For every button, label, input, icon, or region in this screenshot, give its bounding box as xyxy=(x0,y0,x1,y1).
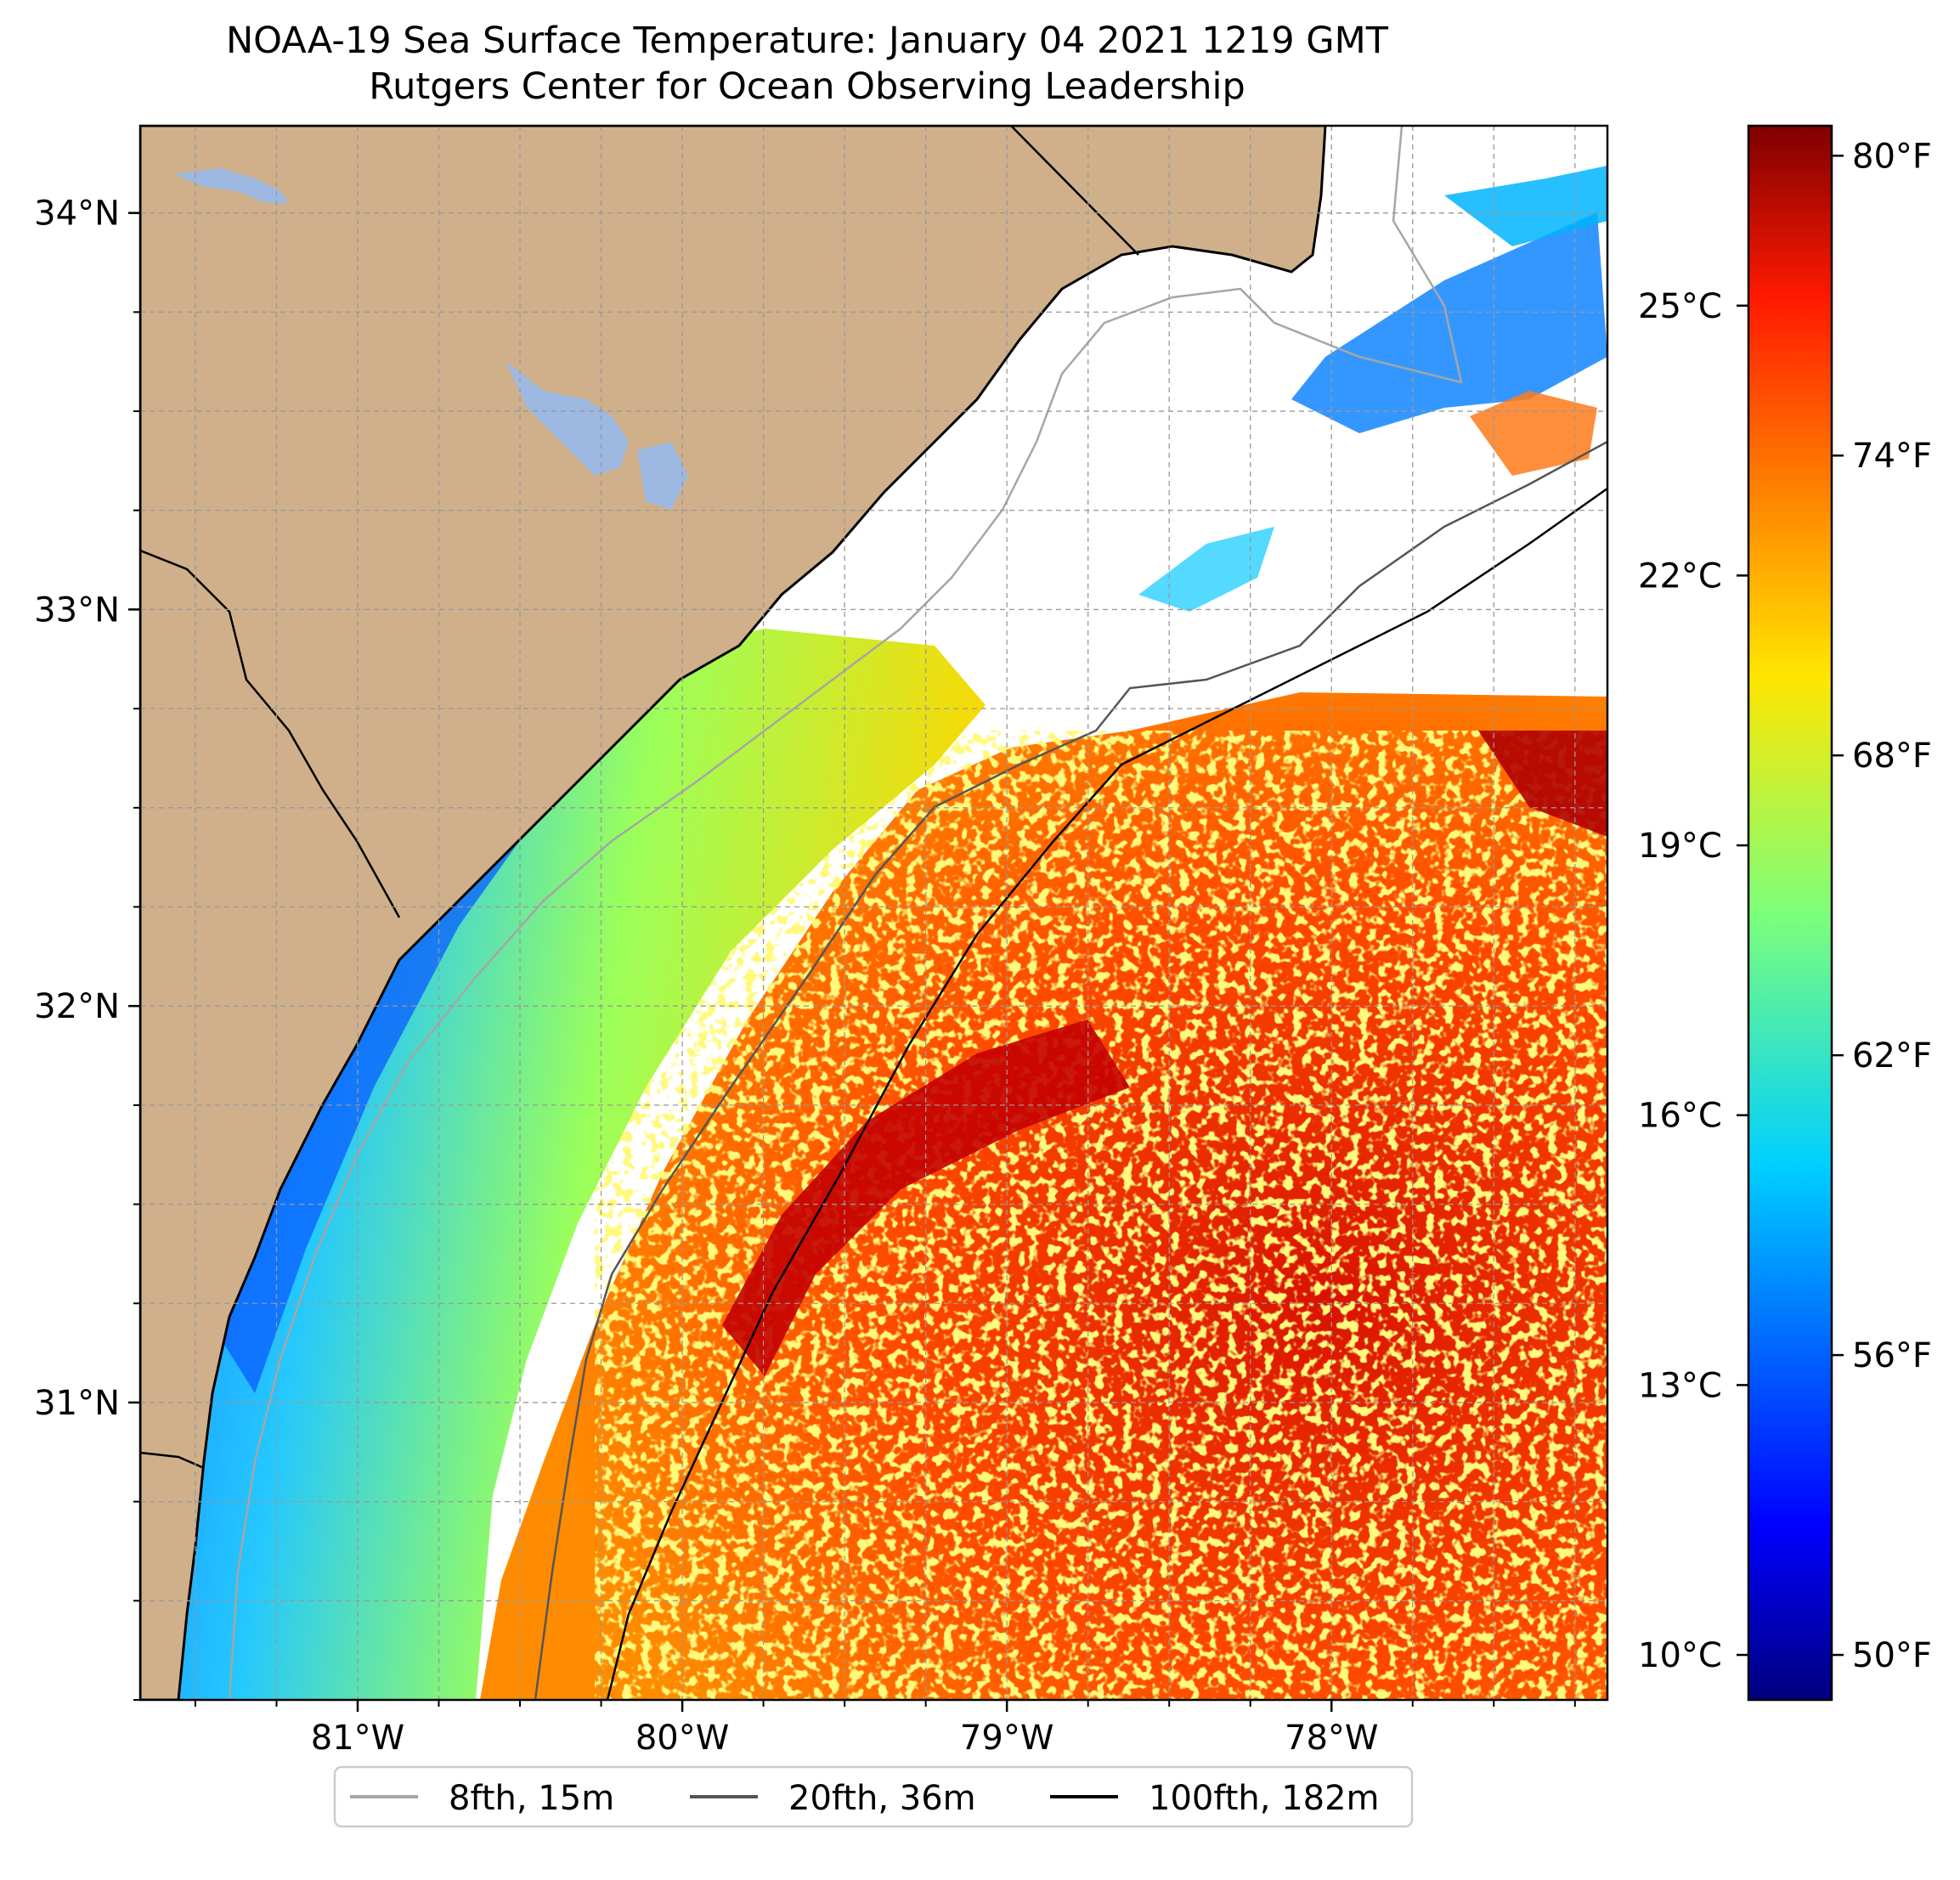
lake-south xyxy=(637,442,688,510)
fahrenheit-tick-label: 80°F xyxy=(1852,137,1932,176)
legend-label-100fth: 100fth, 182m xyxy=(1149,1779,1380,1818)
fahrenheit-tick-label: 56°F xyxy=(1852,1336,1932,1375)
gulf-stream-core xyxy=(722,1019,1130,1376)
celsius-tick-label: 13°C xyxy=(1638,1366,1722,1405)
land xyxy=(140,126,1327,1700)
map-title: NOAA-19 Sea Surface Temperature: January… xyxy=(226,20,1388,62)
speckle-region xyxy=(595,731,1607,1700)
legend-label-20fth: 20fth, 36m xyxy=(788,1779,976,1818)
celsius-tick-label: 22°C xyxy=(1638,556,1722,596)
north-cold-patch-2 xyxy=(1444,166,1607,246)
state-border xyxy=(140,549,401,918)
legend: 8fth, 15m 20fth, 36m 100fth, 182m xyxy=(333,1765,1414,1828)
colorbar: 25°C 22°C 19°C 16°C 13°C 10°C 80°F 74°F 68°F 62°… xyxy=(1638,124,1932,1702)
fahrenheit-tick-label: 50°F xyxy=(1852,1636,1932,1675)
longitude-axis: 81°W 80°W 79°W 78°W xyxy=(194,1700,1576,1758)
map-subtitle: Rutgers Center for Ocean Observing Leade… xyxy=(369,65,1245,108)
north-warm-patch xyxy=(1470,391,1597,476)
lat-tick-label: 31°N xyxy=(34,1384,120,1423)
cold-coastal-band xyxy=(212,705,629,1393)
legend-box xyxy=(333,1765,1414,1828)
latitude-axis: 34°N 33°N 32°N 31°N xyxy=(34,195,140,1701)
gridlines xyxy=(140,126,1607,1700)
lon-tick-label: 81°W xyxy=(311,1719,404,1758)
contour-100fth xyxy=(606,487,1607,1700)
state-border-north xyxy=(1010,126,1139,256)
colorbar-fahrenheit-scale: 80°F 74°F 68°F 62°F 56°F 50°F xyxy=(1832,137,1932,1675)
lake-moultrie xyxy=(506,361,629,476)
celsius-tick-label: 19°C xyxy=(1638,827,1722,866)
lat-tick-label: 32°N xyxy=(34,987,120,1026)
celsius-tick-label: 10°C xyxy=(1638,1636,1722,1675)
fahrenheit-tick-label: 62°F xyxy=(1852,1036,1932,1075)
lon-tick-label: 78°W xyxy=(1285,1719,1378,1758)
lon-tick-label: 80°W xyxy=(635,1719,729,1758)
colorbar-celsius-scale: 25°C 22°C 19°C 16°C 13°C 10°C xyxy=(1638,287,1748,1675)
legend-label-8fth: 8fth, 15m xyxy=(449,1779,614,1818)
contour-20fth xyxy=(534,440,1607,1700)
mid-cold-patch xyxy=(1138,527,1274,612)
lon-tick-label: 79°W xyxy=(960,1719,1053,1758)
north-cold-patch xyxy=(1291,212,1607,433)
lake-marion xyxy=(174,168,289,204)
fahrenheit-tick-label: 68°F xyxy=(1852,737,1932,776)
map-frame xyxy=(138,124,1609,1702)
celsius-tick-label: 25°C xyxy=(1638,287,1722,326)
lat-tick-label: 33°N xyxy=(34,590,120,629)
lat-tick-label: 34°N xyxy=(34,195,120,234)
map-area xyxy=(140,126,1607,1700)
celsius-tick-label: 16°C xyxy=(1638,1097,1722,1136)
fahrenheit-tick-label: 74°F xyxy=(1852,437,1932,476)
colorbar-gradient xyxy=(1747,124,1833,1702)
